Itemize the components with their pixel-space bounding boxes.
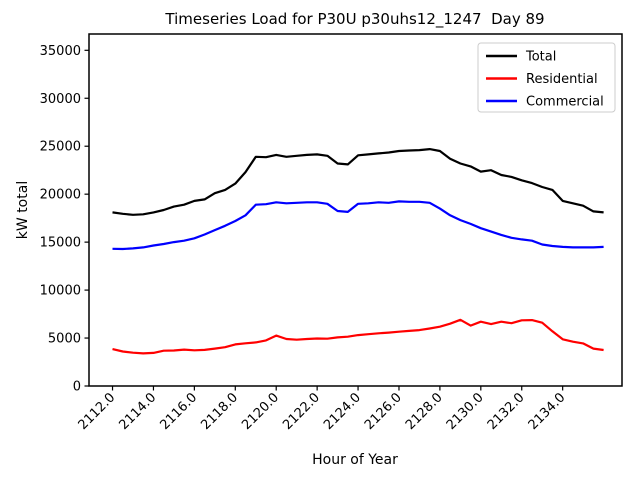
legend-item-residential: Residential bbox=[486, 72, 598, 87]
legend-label-residential: Residential bbox=[526, 72, 598, 87]
x-tick-label: 2122.0 bbox=[280, 390, 323, 433]
x-tick-label: 2132.0 bbox=[485, 390, 528, 433]
x-tick-label: 2112.0 bbox=[76, 390, 119, 433]
x-axis-label: Hour of Year bbox=[312, 452, 398, 468]
y-tick-label: 15000 bbox=[40, 236, 81, 251]
axes-spines bbox=[88, 33, 623, 387]
chart-title: Timeseries Load for P30U p30uhs12_1247 D… bbox=[164, 10, 544, 29]
y-tick-label: 25000 bbox=[40, 140, 81, 155]
x-tick-label: 2126.0 bbox=[362, 390, 405, 433]
y-tick-label: 20000 bbox=[40, 188, 81, 203]
x-tick-label: 2114.0 bbox=[116, 390, 159, 433]
x-tick-label: 2128.0 bbox=[403, 390, 446, 433]
y-tick-label: 30000 bbox=[40, 92, 81, 107]
x-tick-label: 2124.0 bbox=[321, 390, 364, 433]
x-tick-label: 2130.0 bbox=[444, 390, 487, 433]
legend-box bbox=[477, 42, 616, 113]
legend: Total Residential Commercial bbox=[477, 42, 616, 113]
y-tick-label: 35000 bbox=[40, 44, 81, 59]
legend-item-total: Total bbox=[486, 50, 556, 65]
legend-label-total: Total bbox=[525, 50, 556, 65]
legend-item-commercial: Commercial bbox=[486, 95, 604, 110]
x-tick-label: 2116.0 bbox=[157, 390, 200, 433]
y-axis-label: kW total bbox=[15, 181, 31, 239]
x-tick-label: 2120.0 bbox=[239, 390, 282, 433]
y-tick-label: 5000 bbox=[48, 332, 81, 347]
legend-label-commercial: Commercial bbox=[526, 95, 604, 110]
series-line-residential bbox=[112, 318, 604, 355]
x-tick-label: 2134.0 bbox=[526, 390, 569, 433]
y-tick-label: 10000 bbox=[40, 284, 81, 299]
y-tick-label: 0 bbox=[73, 380, 81, 395]
series-line-total bbox=[112, 148, 604, 216]
x-tick-label: 2118.0 bbox=[198, 390, 241, 433]
series-line-commercial bbox=[112, 200, 604, 251]
